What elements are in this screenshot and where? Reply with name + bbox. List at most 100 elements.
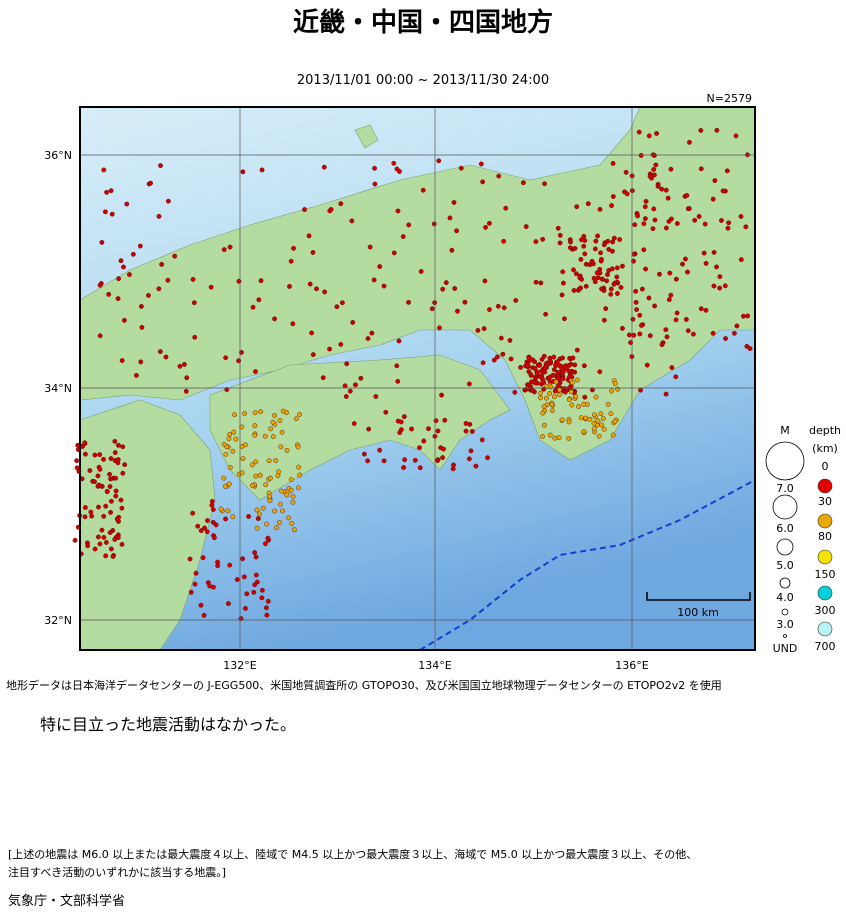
epicenter [97,452,103,458]
epicenter [634,307,639,312]
epicenter [120,444,126,450]
lat-label: 36°N [44,149,72,162]
epicenter [537,374,543,379]
epicenter [226,436,232,442]
epicenter [666,218,672,224]
epicenter [227,562,233,568]
epicenter [227,431,233,437]
epicenter [440,286,446,292]
epicenter [107,484,113,489]
epicenter [599,257,604,262]
epicenter [683,256,688,262]
epicenter [703,260,709,266]
epicenter [218,506,224,512]
epicenter [250,304,256,310]
epicenter [543,311,549,317]
legend-label: 300 [815,604,836,617]
epicenter [643,266,648,272]
epicenter [557,392,562,398]
epicenter [103,553,109,559]
epicenter [552,394,557,400]
land [79,106,756,651]
epicenter [543,395,549,401]
epicenter [262,433,268,439]
epicenter [593,238,599,244]
epicenter [576,404,581,409]
epicenter [571,267,576,273]
epicenter [268,426,273,432]
epicenter [482,278,488,284]
epicenter [663,391,669,397]
epicenter [549,408,555,414]
epicenter [353,382,358,388]
epicenter [284,492,290,498]
epicenter [631,258,636,264]
epicenter [498,335,504,341]
epicenter [566,397,572,403]
epicenter [109,498,114,504]
epicenter [101,535,107,540]
epicenter [92,546,98,552]
epicenter [542,181,547,187]
legend-title: M [780,424,790,437]
epicenter [232,412,237,418]
epicenter [395,208,401,214]
epicenter [440,455,445,460]
epicenter [597,206,603,212]
epicenter [553,379,559,385]
epicenter [159,261,165,267]
epicenter [182,362,187,367]
depth-legend [817,478,833,637]
epicenter [452,286,458,291]
legend-label: 700 [815,640,836,653]
epicenter [108,456,114,461]
epicenter [631,332,637,338]
epicenter [433,418,439,424]
legend-label: 80 [818,530,832,543]
epicenter [569,402,575,408]
epicenter [99,527,105,533]
epicenter [725,225,731,231]
epicenter [685,328,691,334]
epicenter [578,257,584,262]
epicenter [734,323,740,329]
epicenter [466,456,472,462]
epicenter [193,570,199,576]
epicenter [593,394,599,400]
epicenter [674,221,680,226]
epicenter [74,458,80,464]
epicenter [574,377,580,383]
epicenter [631,251,637,257]
epicenter [451,462,456,468]
epicenter [554,359,560,365]
epicenter [112,438,118,444]
epicenter [745,313,751,319]
epicenter [639,322,644,328]
epicenter [328,207,334,212]
epicenter [533,279,539,285]
epicenter [116,514,122,520]
epicenter [397,430,403,435]
epicenter [394,363,400,369]
epicenter [226,601,231,607]
epicenter [663,187,669,193]
epicenter [253,572,259,578]
epicenter [265,535,271,541]
epicenter [603,306,609,312]
epicenter [82,514,88,520]
epicenter [172,253,178,259]
epicenter [610,161,616,166]
epicenter [646,295,652,301]
epicenter [296,485,301,491]
epicenter [528,372,534,378]
epicenter [82,440,88,446]
epicenter [253,459,259,465]
epicenter [576,286,582,292]
epicenter [156,286,162,292]
epicenter [288,258,294,264]
epicenter [560,367,566,373]
epicenter [538,390,543,396]
epicenter [418,269,424,274]
epicenter [240,169,246,175]
epicenter [626,332,632,338]
